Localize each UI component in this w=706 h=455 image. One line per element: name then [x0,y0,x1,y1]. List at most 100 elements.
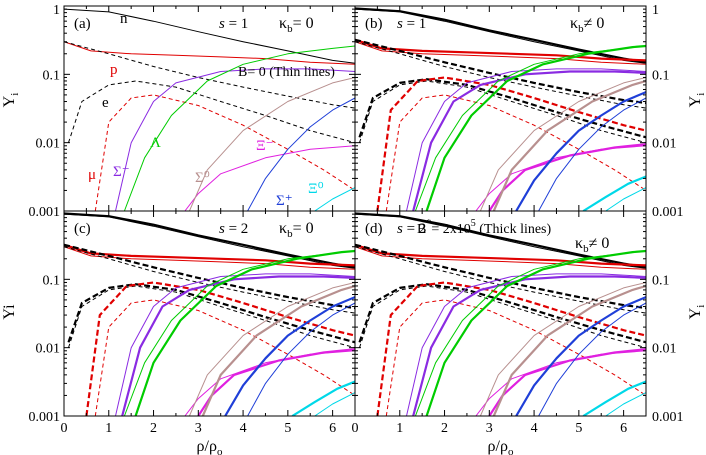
panel-top-right: (b) s = 1 κb≠ 0 [354,5,647,212]
series-line-e2-thick [67,283,355,344]
y-tick-label-left: 0.001 [29,205,61,220]
spin-label: s = 2 [397,221,426,237]
field-label: B*= 2x105 (Thick lines) [417,218,552,237]
series-line-Sigma+-thin [538,302,646,416]
x-tick-label: 0 [352,421,359,436]
series-line-p-thin [355,41,646,65]
spin-label: s = 2 [219,221,248,237]
y-axis-label-right-top: Yi [687,93,706,108]
series-line-mu-thin [94,299,355,416]
series-group [355,7,646,211]
y-axis-label-left-top: Yi [1,93,21,108]
kappa-label: κb≠ 0 [575,235,609,255]
y-tick-label-right: 0.001 [652,205,684,220]
y-tick-label-left: 0.01 [36,137,61,152]
species-label-5: Λ [150,135,161,151]
series-line-Sigma--thick [121,275,355,416]
species-label-4: Σ⁻ [113,164,130,180]
y-tick-label-left: 1 [53,3,60,18]
x-tick-label: 6 [620,421,627,436]
spin-label: s = 1 [219,16,248,32]
y-tick-label-right: 0.01 [652,137,677,152]
species-label-0: n [120,11,128,27]
series-line-e-thin [64,41,355,109]
series-line-Lambda-thin [123,45,355,211]
species-label-8: Σ⁺ [276,193,293,209]
kappa-label: κb= 0 [279,15,314,35]
series-line-n-thick [355,7,646,64]
x-tick-label: 0 [61,421,68,436]
series-line-Xi0-thick [291,380,355,416]
kappa-label: κb= 0 [279,220,314,240]
series-line-Sigma+-thin [247,302,355,416]
series-line-Xi0-thick [582,380,646,416]
x-axis-label: ρ/ρo [488,438,514,455]
series-line-mu-thin [385,299,646,416]
species-label-2: e [102,95,109,111]
series-line-n-thick [355,212,646,269]
x-tick-label: 4 [531,421,538,436]
series-line-Sigma--thick [412,70,646,211]
series-group [64,8,355,211]
series-line-n-thin [64,8,355,64]
series-line-mu-thin [94,94,355,211]
series-line-p-thin [64,41,355,65]
x-tick-label: 6 [329,421,336,436]
y-tick-label-right: 0.01 [652,342,677,357]
y-tick-label-left: 0.001 [29,410,61,425]
x-tick-label: 1 [396,421,403,436]
series-line-e-thin [355,246,646,314]
series-line-Sigma0-thick [201,284,355,416]
series-line-Sigma--thin [115,68,355,211]
series-line-p-thin [64,246,355,270]
series-line-n-thick [64,212,355,269]
series-line-Sigma0-thin [479,282,646,416]
species-label-6: Ξ⁻ [256,138,274,154]
series-group [64,212,355,416]
species-label-7: Σ⁰ [195,170,210,186]
x-tick-label: 3 [486,421,493,436]
series-line-Sigma0-thin [188,282,355,416]
series-line-e2-thick [358,283,646,344]
panel-top-left: (a) s = 1 κb= 0 B= 0 (Thin lines) [63,5,356,212]
series-line-p-thin [355,246,646,270]
y-tick-label-right: 1 [652,3,659,18]
field-label: B= 0 (Thin lines) [238,65,335,80]
series-line-Sigma--thin [406,68,646,211]
series-line-e-thin [64,246,355,314]
series-line-Sigma0-thin [188,77,355,211]
series-group [355,212,646,416]
panel-frame [354,5,647,212]
series-line-e2-thick [358,78,646,139]
x-tick-label: 2 [150,421,157,436]
series-line-Sigma0-thick [492,284,646,416]
x-tick-label: 4 [240,421,247,436]
series-line-Sigma+-thick [515,296,646,416]
x-axis-label: ρ/ρo [197,438,223,455]
panel-label: (b) [365,16,383,32]
series-line-e2-thin [68,80,355,144]
series-line-Lambda-thick [425,249,646,416]
panel-label: (c) [74,221,91,237]
y-tick-label-left: 0.1 [43,68,61,83]
panel-label: (a) [74,16,91,32]
series-line-Lambda-thick [134,249,355,416]
y-axis-label-right-bottom: Yi [687,305,706,320]
y-tick-label-right: 0.1 [652,273,670,288]
panel-bottom-left: (c) s = 2 κb= 0 [63,210,356,417]
series-line-Sigma0-thick [492,79,646,211]
panel-frame [63,210,356,417]
series-line-Xi0-thick [582,175,646,211]
series-line-e-thin [355,41,646,109]
x-tick-label: 5 [575,421,582,436]
y-axis-label-left-bottom: Yi [1,304,18,320]
series-line-Sigma+-thin [538,97,646,211]
y-tick-label-right: 0.001 [652,410,684,425]
panel-bottom-right: (d) s = 2 κb≠ 0 B*= 2x105 (Thick lines) [354,210,647,417]
series-line-p-thick [355,38,646,62]
y-tick-label-right: 0.1 [652,68,670,83]
series-line-Sigma--thin [115,273,355,416]
x-tick-label: 2 [441,421,448,436]
spin-label: s = 1 [397,16,426,32]
